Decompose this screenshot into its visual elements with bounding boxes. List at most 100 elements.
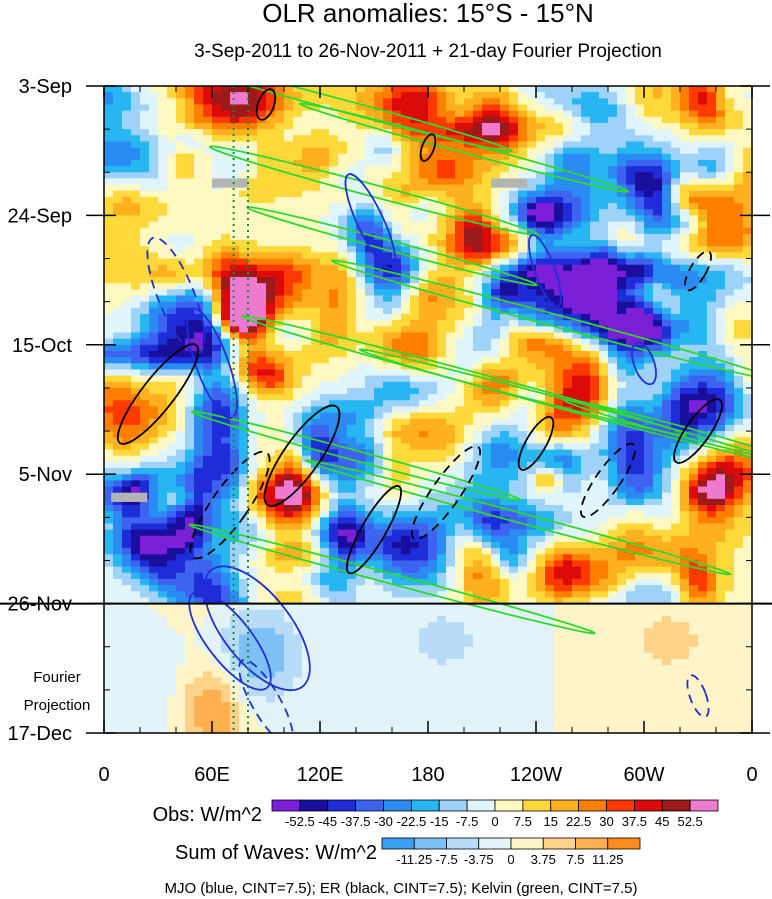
heatmap-cell [149,357,159,364]
heatmap-cell [347,313,357,321]
heatmap-cell [518,135,528,142]
heatmap-cell [122,387,132,395]
heatmap-cell [518,320,528,327]
heatmap-cell [743,338,752,346]
heatmap-cell [617,449,627,457]
heatmap-cell [131,135,141,142]
heatmap-cell [113,252,123,260]
heatmap-cell [356,369,366,377]
heatmap-cell [401,326,411,333]
heatmap-cell [212,505,222,512]
heatmap-cell [581,326,591,333]
heatmap-cell [176,277,186,284]
heatmap-cell [365,116,375,124]
heatmap-cell [689,190,699,198]
heatmap-cell [608,313,618,321]
heatmap-cell [401,418,411,426]
heatmap-cell [329,233,339,241]
heatmap-cell [329,437,339,444]
heatmap-cell [599,394,609,401]
heatmap-cell [275,431,285,438]
heatmap-cell [311,326,321,333]
heatmap-cell [365,147,375,155]
heatmap-cell [734,221,744,229]
heatmap-cell [140,449,150,457]
heatmap-cell [572,369,582,377]
heatmap-cell [491,270,501,278]
heatmap-cell [734,116,744,124]
heatmap-cell [392,350,402,358]
heatmap-cell [419,184,429,192]
heatmap-cell [482,98,492,105]
heatmap-cell [149,221,159,229]
heatmap-cell [122,307,132,315]
heatmap-cell [185,437,195,444]
heatmap-cell [599,116,609,124]
heatmap-cell [653,264,663,272]
heatmap-cell [698,166,708,173]
heatmap-cell [149,387,159,395]
heatmap-cell [284,233,294,241]
heatmap-cell [320,498,330,506]
heatmap-cell [689,215,699,223]
heatmap-cell [689,406,699,414]
heatmap-cell [473,203,483,210]
heatmap-cell [311,301,321,309]
heatmap-cell [716,455,726,463]
heatmap-cell [374,375,384,383]
heatmap-cell [707,209,717,216]
heatmap-cell [392,406,402,414]
heatmap-cell [617,381,627,389]
heatmap-cell [167,135,177,142]
heatmap-cell [527,166,537,173]
heatmap-cell [194,357,204,364]
heatmap-cell [545,480,555,488]
heatmap-cell [158,86,168,93]
heatmap-cell [725,289,735,297]
heatmap-cell [365,424,375,432]
heatmap-cell [338,301,348,309]
heatmap-cell [257,264,267,272]
heatmap-cell [608,92,618,99]
heatmap-cell [311,215,321,223]
heatmap-cell [509,295,519,303]
heatmap-cell [446,122,456,130]
heatmap-cell [437,412,447,420]
heatmap-cell [734,455,744,463]
heatmap-cell [608,443,618,451]
heatmap-cell [383,332,393,340]
heatmap-cell [581,233,591,241]
heatmap-cell [662,431,672,438]
heatmap-cell [122,468,132,475]
heatmap-cell [266,344,276,352]
heatmap-cell [473,486,483,494]
heatmap-cell [221,443,231,451]
heatmap-cell [329,449,339,457]
heatmap-cell [491,320,501,327]
heatmap-cell [635,270,645,278]
heatmap-cell [149,498,159,506]
heatmap-cell [266,289,276,297]
heatmap-cell [599,418,609,426]
heatmap-cell [743,468,752,475]
heatmap-cell [473,443,483,451]
heatmap-cell [698,394,708,401]
heatmap-cell [410,258,420,266]
heatmap-cell [266,468,276,475]
heatmap-cell [149,412,159,420]
heatmap-cell [464,215,474,223]
heatmap-cell [428,307,438,315]
heatmap-cell [482,474,492,481]
heatmap-cell [482,295,492,303]
heatmap-cell [338,98,348,105]
heatmap-cell [491,326,501,333]
heatmap-cell [356,289,366,297]
heatmap-cell [653,295,663,303]
heatmap-cell [428,264,438,272]
heatmap-cell [689,141,699,149]
heatmap-cell [374,270,384,278]
heatmap-cell [527,264,537,272]
heatmap-cell [311,320,321,327]
heatmap-cell [329,246,339,253]
heatmap-cell [149,332,159,340]
